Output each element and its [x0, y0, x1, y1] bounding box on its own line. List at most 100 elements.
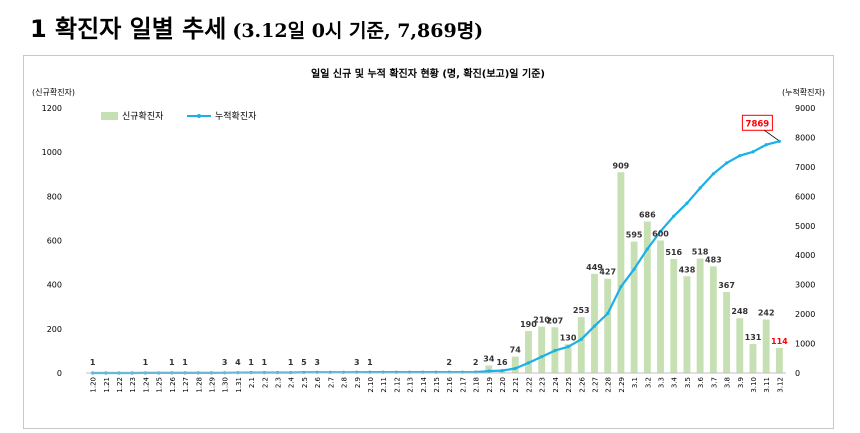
bar-value-label: 3 — [222, 358, 228, 367]
x-tick-label: 2.28 — [605, 377, 613, 393]
x-tick-label: 3.1 — [631, 377, 639, 388]
right-tick-label: 4000 — [795, 251, 815, 260]
callout-leader — [764, 129, 779, 141]
legend-line-label: 누적확진자 — [215, 110, 257, 122]
x-tick-label: 3.10 — [750, 377, 758, 393]
bar-value-label: 114 — [771, 337, 788, 346]
left-tick-label: 200 — [47, 325, 62, 334]
callout-box — [741, 114, 773, 131]
x-tick-label: 1.20 — [90, 377, 98, 393]
x-tick-label: 1.24 — [142, 376, 150, 392]
right-tick-label: 1000 — [795, 340, 815, 349]
new-cases-bar — [723, 291, 730, 373]
cumulative-point — [592, 324, 597, 328]
x-axis: 1.20 1.21 1.22 1.23 1.24 1.25 1.26 1.27 1.28 1.29… — [86, 372, 786, 393]
cumulative-point — [553, 348, 557, 353]
bar-value-label: 909 — [613, 161, 630, 170]
x-tick-label: 2.4 — [288, 376, 296, 388]
new-cases-bar — [485, 365, 493, 373]
x-tick-label: 2.6 — [314, 376, 322, 388]
bar-value-label: 3 — [314, 358, 320, 367]
x-tick-label: 2.29 — [618, 377, 626, 393]
x-tick-label: 2.26 — [578, 376, 586, 392]
new-cases-bar — [683, 276, 691, 373]
x-tick-label: 1.28 — [195, 377, 203, 393]
x-tick-label: 2.22 — [525, 377, 533, 393]
new-cases-bar — [630, 241, 638, 373]
cumulative-point — [487, 369, 491, 373]
new-cases-bar — [762, 319, 770, 373]
cumulative-point — [645, 247, 649, 251]
page-subtitle: (3.12일 0시 기준, 7,869명) — [232, 20, 484, 42]
left-axis: 0 200 400 600 800 1000 1200 — [42, 104, 62, 378]
bar-value-label: 686 — [639, 211, 656, 220]
x-tick-label: 2.13 — [407, 377, 415, 393]
x-tick-label: 2.15 — [433, 377, 441, 393]
bar-value-label: 367 — [718, 281, 735, 290]
x-tick-label: 1.31 — [235, 377, 243, 393]
x-tick-label: 2.27 — [591, 377, 599, 393]
x-tick-label: 1.27 — [182, 377, 190, 393]
x-tick-label: 1.23 — [129, 377, 137, 393]
chart-panel: 일일 신규 및 누적 확진자 현황 (명, 확진(보고)일 기준) (신규확진자… — [23, 55, 834, 429]
x-tick-label: 1.30 — [222, 377, 230, 393]
legend-line-marker — [197, 114, 201, 118]
right-tick-label: 5000 — [795, 222, 815, 231]
right-tick-label: 9000 — [795, 104, 815, 113]
bar-value-label: 248 — [731, 307, 748, 316]
left-tick-label: 600 — [47, 237, 62, 246]
cumulative-point — [526, 361, 531, 365]
x-tick-label: 1.26 — [169, 376, 177, 392]
left-tick-label: 400 — [47, 281, 62, 290]
x-tick-label: 3.7 — [710, 377, 718, 388]
bar-value-label: 449 — [586, 263, 603, 272]
x-tick-label: 2.3 — [275, 377, 283, 388]
x-tick-label: 2.7 — [327, 377, 335, 388]
bar-value-label: 130 — [560, 333, 577, 342]
cumulative-point — [672, 214, 676, 218]
cumulative-point — [751, 150, 755, 154]
x-tick-label: 2.2 — [261, 377, 269, 388]
bar-value-label: 600 — [652, 230, 669, 239]
new-cases-bar — [749, 344, 757, 373]
right-axis: 0 1000 2000 3000 4000 5000 6000 7000 8000 9000 — [795, 104, 815, 378]
cumulative-point — [619, 285, 623, 289]
cumulative-point — [764, 143, 768, 147]
right-tick-label: 2000 — [795, 310, 815, 319]
bar-value-label: 1 — [262, 358, 268, 367]
bar-value-label: 516 — [665, 248, 682, 257]
left-tick-label: 800 — [47, 192, 62, 201]
cumulative-point — [632, 267, 636, 271]
bar-value-label: 438 — [679, 265, 696, 274]
bar-series — [89, 172, 783, 374]
bar-value-label: 74 — [510, 346, 522, 355]
bar-value-label: 3 — [354, 358, 360, 367]
new-cases-bar — [670, 259, 678, 373]
bar-value-label: 427 — [599, 268, 616, 277]
x-tick-label: 1.25 — [156, 377, 164, 393]
new-cases-bar — [525, 331, 532, 373]
x-tick-label: 2.1 — [248, 377, 256, 388]
x-tick-label: 1.21 — [103, 377, 111, 393]
legend-bar-swatch — [101, 112, 118, 120]
x-tick-label: 2.18 — [473, 377, 481, 393]
callout-text: 7869 — [746, 119, 770, 129]
right-tick-label: 6000 — [795, 192, 815, 201]
bar-value-label: 483 — [705, 255, 722, 264]
right-axis-label: (누적확진자) — [782, 87, 825, 97]
new-cases-bar — [775, 347, 783, 373]
bar-value-label: 1 — [143, 358, 149, 367]
x-tick-label: 2.25 — [565, 377, 573, 393]
x-tick-label: 1.29 — [208, 377, 216, 393]
new-cases-bar — [564, 344, 572, 373]
bar-value-label: 1 — [169, 358, 175, 367]
x-tick-label: 3.6 — [697, 376, 705, 388]
x-tick-label: 3.8 — [724, 377, 732, 388]
bar-value-label: 253 — [573, 306, 590, 315]
cumulative-point — [566, 345, 570, 349]
cumulative-point — [738, 154, 742, 158]
new-cases-bar — [604, 278, 612, 373]
left-tick-label: 1200 — [42, 104, 62, 113]
x-tick-label: 3.11 — [763, 377, 771, 393]
bar-value-label: 5 — [301, 358, 307, 367]
